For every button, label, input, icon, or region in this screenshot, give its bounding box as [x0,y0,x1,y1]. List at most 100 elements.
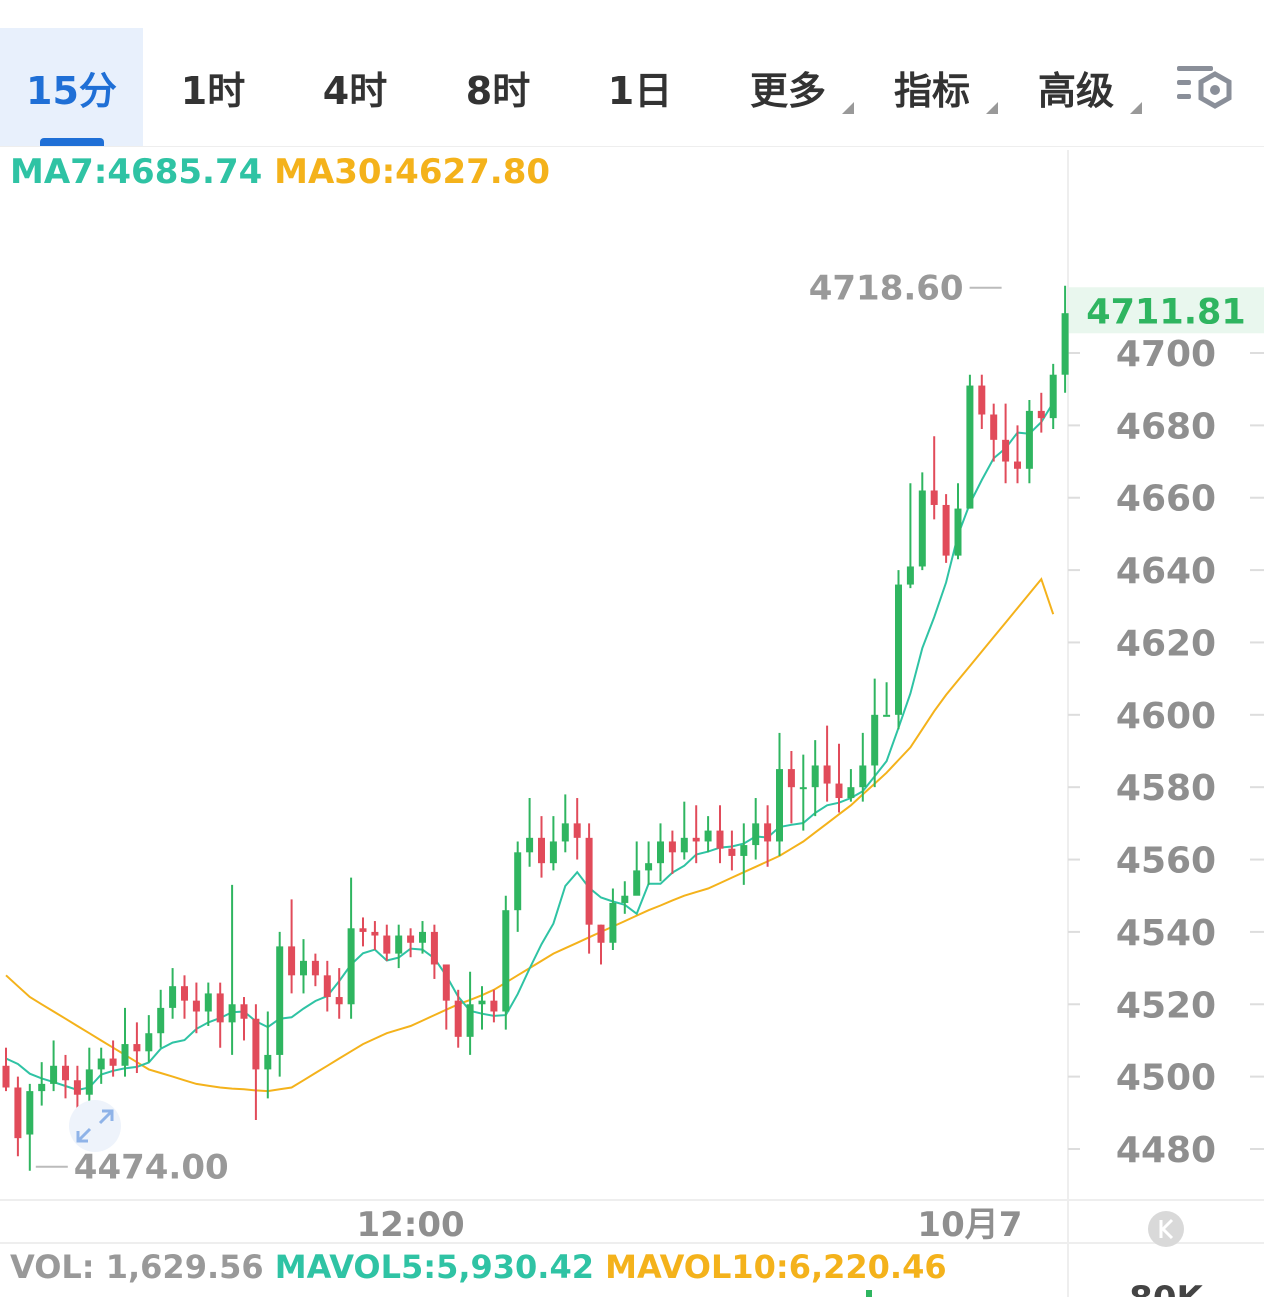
candle-body [799,787,807,790]
candle [990,403,998,462]
candle [538,816,545,878]
candle-body [252,1018,260,1070]
volume-bar [866,1290,872,1297]
candle-body [657,841,664,864]
candle [942,494,950,563]
candle-body [538,837,545,864]
candle [407,928,415,958]
candle [371,921,379,950]
candle [787,751,795,824]
ma30-line [5,577,1055,1093]
candle-body [204,993,212,1012]
candle-body [430,931,438,965]
candle-body [466,1004,474,1037]
candle [978,374,986,429]
candle [1014,425,1021,484]
tab-8h[interactable]: 8时 [428,28,568,146]
candle [192,982,200,1034]
tab-label: 高级 [1037,68,1114,113]
candle [609,888,617,950]
candle-body [1073,305,1081,314]
candle-body [978,385,986,415]
candle-body [823,765,831,784]
candle [645,841,653,885]
candle-body [228,1004,236,1023]
y-tick-label: 4700 [1116,334,1216,375]
expand-icon-bg [69,1100,121,1152]
candle [145,1015,153,1063]
tab-1d[interactable]: 1日 [570,28,710,146]
candle [50,1040,58,1092]
dropdown-caret-icon [986,102,998,114]
tab-15min[interactable]: 15分 [0,28,143,146]
candle [62,1054,69,1099]
candle [668,830,676,875]
y-tick-label: 4560 [1116,841,1216,882]
candle-body [918,490,926,567]
candle-body [942,504,950,556]
candle [204,982,212,1026]
candle [359,917,367,947]
candle-body [847,787,855,799]
candle [930,436,938,520]
candle-body [526,837,534,853]
candle-body [490,1000,498,1012]
current-price-tag [1069,287,1264,334]
candle [264,1011,272,1099]
candle [740,823,748,885]
candle-body [300,960,307,976]
candle-body [419,931,426,943]
candle [895,570,902,730]
candle-body [871,714,879,766]
candle-body [133,1044,141,1052]
expand-arrows-icon [76,1109,114,1143]
candle [478,986,486,1030]
candle-body [62,1065,69,1081]
candle-body [478,1000,486,1005]
candle-body [502,910,510,1012]
candle [633,841,641,896]
candle [252,1004,260,1121]
candle-body [335,997,343,1005]
candle-body [407,935,415,943]
candle [157,989,165,1048]
tab-label: 15分 [26,68,117,113]
candle [335,968,343,1019]
candle [716,805,724,864]
tab-4h[interactable]: 4时 [285,28,425,146]
candle-body [442,964,450,1001]
candle [490,989,498,1023]
tab-label: 4时 [322,68,388,113]
candle-body [716,830,724,849]
candle-body [1061,313,1069,375]
candle [121,1007,129,1077]
candle-body [740,845,748,856]
tab-indicators-dropdown[interactable]: 指标 [872,28,998,146]
candle [966,374,974,509]
candle-body [276,946,284,1055]
candle-body [73,1080,81,1095]
expand-chart-icon [69,1100,121,1152]
candle [621,881,629,914]
candle [311,953,319,987]
tab-label: 1时 [180,68,246,113]
chart-settings-button[interactable] [1160,28,1250,146]
candle [799,754,807,831]
vol-value: VOL: 1,629.56 [10,1248,264,1286]
candle [454,989,462,1048]
tab-1h[interactable]: 1时 [143,28,283,146]
candle-body [597,924,605,943]
x-tick-label: 10月7 [917,1205,1022,1245]
tab-more-dropdown[interactable]: 更多 [728,28,854,146]
toolbar-divider [0,146,1264,147]
candle-body [192,1000,200,1012]
candle [73,1065,81,1113]
candle-body [85,1069,93,1095]
candle [692,805,700,864]
candle-body [1025,410,1033,469]
y-tick-label: 4580 [1116,768,1216,809]
tab-advanced-dropdown[interactable]: 高级 [1016,28,1142,146]
candle [442,964,450,1030]
candle-body [311,960,319,976]
